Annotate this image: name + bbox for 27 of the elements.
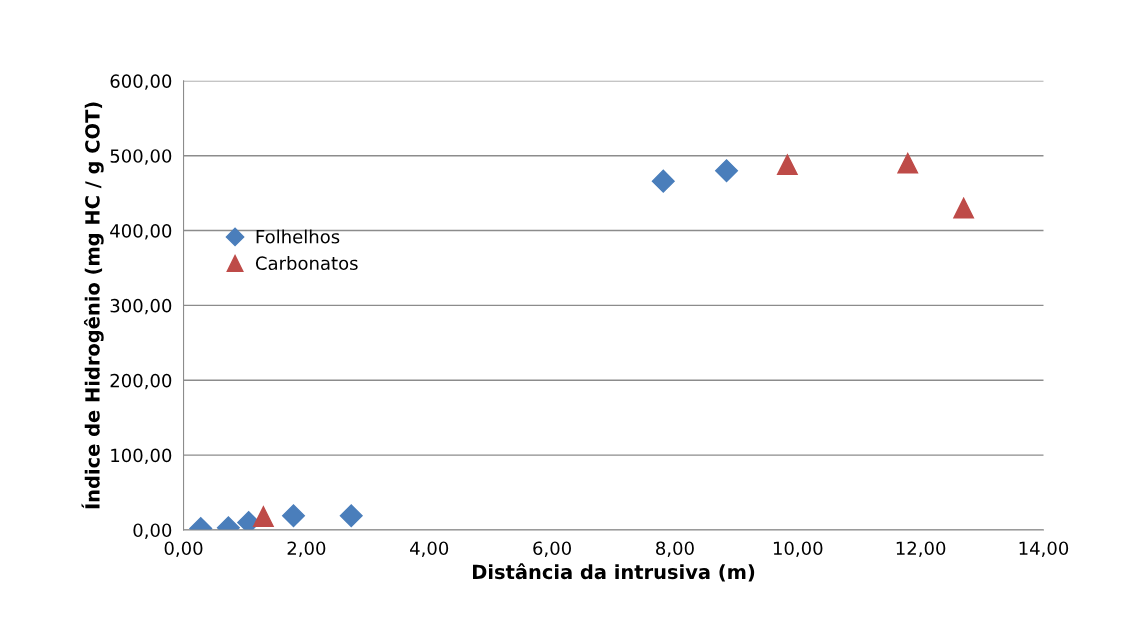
- x-tick-label: 2,00: [287, 541, 326, 557]
- x-tick-label: 8,00: [656, 541, 694, 557]
- legend-label: Folhelhos: [256, 229, 340, 244]
- point: [897, 152, 919, 174]
- y-axis-title: Índice de Hidrogênio (mg HC / g COT): [81, 102, 104, 509]
- point: [252, 506, 274, 527]
- x-tick-label: 0,00: [164, 541, 203, 557]
- point: [953, 197, 975, 219]
- y-tick-label: 200,00: [110, 373, 172, 390]
- x-tick-label: 14,00: [1019, 541, 1069, 557]
- point: [776, 154, 798, 176]
- x-tick-label: 6,00: [533, 541, 571, 557]
- point: [281, 504, 305, 528]
- legend-label: Carbonatos: [255, 256, 358, 270]
- x-axis-title: Distância da intrusiva (m): [473, 563, 755, 582]
- x-tick-label: 12,00: [896, 541, 946, 557]
- y-tick-label: 600,00: [110, 74, 172, 90]
- y-tick-label: 100,00: [111, 448, 172, 465]
- point: [715, 159, 739, 183]
- x-tick-label: 4,00: [410, 541, 449, 557]
- point: [339, 504, 363, 528]
- y-tick-label: 300,00: [110, 298, 172, 315]
- y-tick-label: 400,00: [110, 224, 172, 240]
- y-tick-label: 500,00: [110, 149, 172, 165]
- point: [651, 169, 675, 193]
- y-tick-label: 0,00: [133, 523, 172, 539]
- x-tick-label: 10,00: [773, 541, 823, 557]
